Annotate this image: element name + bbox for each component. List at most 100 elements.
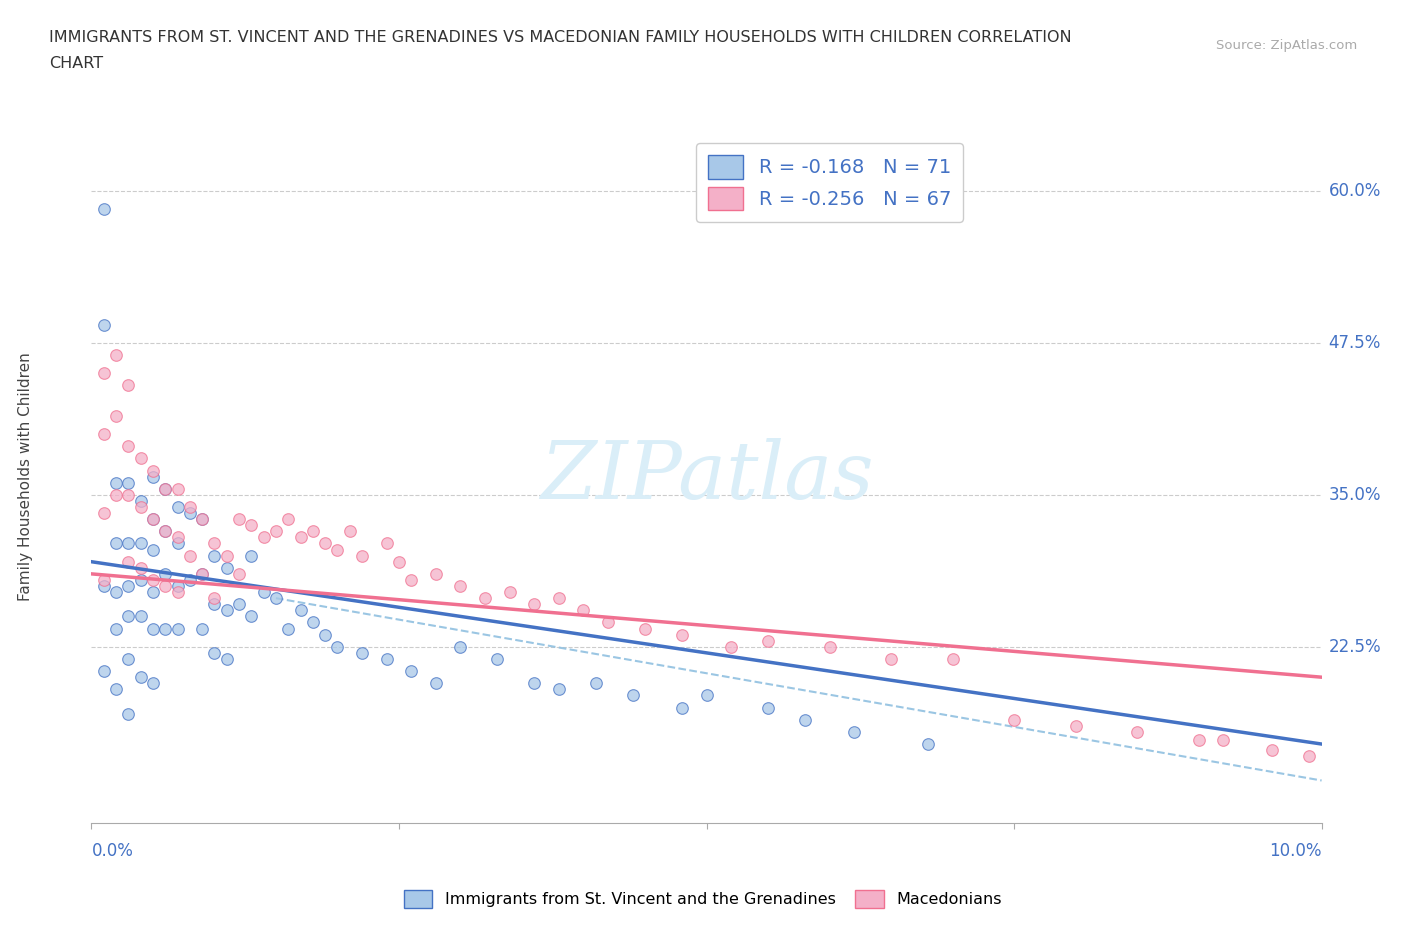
Point bbox=[191, 512, 214, 526]
Point bbox=[696, 688, 718, 703]
Point bbox=[290, 603, 312, 618]
Point bbox=[228, 566, 250, 581]
Point bbox=[117, 652, 139, 667]
Point bbox=[228, 597, 250, 612]
Point bbox=[215, 603, 238, 618]
Point bbox=[117, 554, 139, 569]
Point bbox=[191, 566, 214, 581]
Point bbox=[129, 499, 152, 514]
Point bbox=[142, 542, 165, 557]
Point bbox=[228, 512, 250, 526]
Point bbox=[153, 524, 177, 538]
Point bbox=[153, 482, 177, 497]
Point bbox=[142, 621, 165, 636]
Point bbox=[117, 487, 139, 502]
Point bbox=[240, 609, 263, 624]
Point bbox=[277, 512, 299, 526]
Point bbox=[129, 536, 152, 551]
Point bbox=[179, 548, 201, 563]
Point bbox=[142, 585, 165, 600]
Point bbox=[117, 706, 139, 721]
Text: 60.0%: 60.0% bbox=[1329, 182, 1381, 200]
Point bbox=[117, 475, 139, 490]
Text: Source: ZipAtlas.com: Source: ZipAtlas.com bbox=[1216, 39, 1357, 52]
Point bbox=[1126, 724, 1149, 739]
Point bbox=[425, 566, 447, 581]
Point bbox=[153, 482, 177, 497]
Point bbox=[375, 536, 398, 551]
Text: CHART: CHART bbox=[49, 56, 103, 71]
Point bbox=[191, 621, 214, 636]
Point bbox=[671, 627, 693, 642]
Point bbox=[1187, 733, 1209, 748]
Point bbox=[179, 506, 201, 521]
Point bbox=[105, 487, 127, 502]
Point bbox=[117, 578, 139, 593]
Point bbox=[474, 591, 496, 605]
Point bbox=[202, 591, 225, 605]
Point bbox=[117, 609, 139, 624]
Point bbox=[153, 524, 177, 538]
Point bbox=[93, 202, 115, 217]
Point bbox=[117, 378, 139, 392]
Point bbox=[388, 554, 411, 569]
Point bbox=[486, 652, 509, 667]
Point bbox=[105, 682, 127, 697]
Point bbox=[399, 573, 422, 588]
Point bbox=[153, 566, 177, 581]
Point bbox=[215, 652, 238, 667]
Point bbox=[917, 737, 939, 751]
Point bbox=[93, 365, 115, 380]
Point bbox=[1212, 733, 1234, 748]
Point bbox=[1064, 718, 1087, 733]
Point bbox=[129, 609, 152, 624]
Point bbox=[375, 652, 398, 667]
Point bbox=[314, 536, 336, 551]
Point bbox=[326, 542, 349, 557]
Point bbox=[314, 627, 336, 642]
Point bbox=[326, 639, 349, 654]
Text: 10.0%: 10.0% bbox=[1270, 842, 1322, 859]
Point bbox=[671, 700, 693, 715]
Text: ZIPatlas: ZIPatlas bbox=[540, 438, 873, 515]
Point bbox=[215, 548, 238, 563]
Text: 47.5%: 47.5% bbox=[1329, 334, 1381, 352]
Legend: R = -0.168   N = 71, R = -0.256   N = 67: R = -0.168 N = 71, R = -0.256 N = 67 bbox=[696, 143, 963, 222]
Point bbox=[93, 664, 115, 679]
Point bbox=[425, 676, 447, 691]
Point bbox=[129, 573, 152, 588]
Point bbox=[399, 664, 422, 679]
Point bbox=[166, 482, 188, 497]
Point bbox=[842, 724, 865, 739]
Point bbox=[756, 633, 779, 648]
Point bbox=[818, 639, 841, 654]
Point bbox=[179, 573, 201, 588]
Point bbox=[253, 530, 276, 545]
Point bbox=[105, 536, 127, 551]
Point bbox=[1298, 749, 1320, 764]
Point bbox=[523, 676, 546, 691]
Point bbox=[166, 499, 188, 514]
Point bbox=[153, 621, 177, 636]
Point bbox=[142, 573, 165, 588]
Point bbox=[179, 499, 201, 514]
Point bbox=[191, 512, 214, 526]
Point bbox=[880, 652, 903, 667]
Point bbox=[350, 548, 373, 563]
Text: 22.5%: 22.5% bbox=[1329, 638, 1381, 656]
Point bbox=[264, 591, 287, 605]
Point bbox=[166, 530, 188, 545]
Point bbox=[93, 427, 115, 442]
Point bbox=[350, 645, 373, 660]
Point bbox=[240, 548, 263, 563]
Point bbox=[117, 439, 139, 454]
Point bbox=[142, 512, 165, 526]
Point bbox=[253, 585, 276, 600]
Point bbox=[105, 621, 127, 636]
Point bbox=[720, 639, 742, 654]
Point bbox=[166, 585, 188, 600]
Point bbox=[142, 470, 165, 485]
Text: 0.0%: 0.0% bbox=[91, 842, 134, 859]
Point bbox=[585, 676, 607, 691]
Point bbox=[105, 408, 127, 423]
